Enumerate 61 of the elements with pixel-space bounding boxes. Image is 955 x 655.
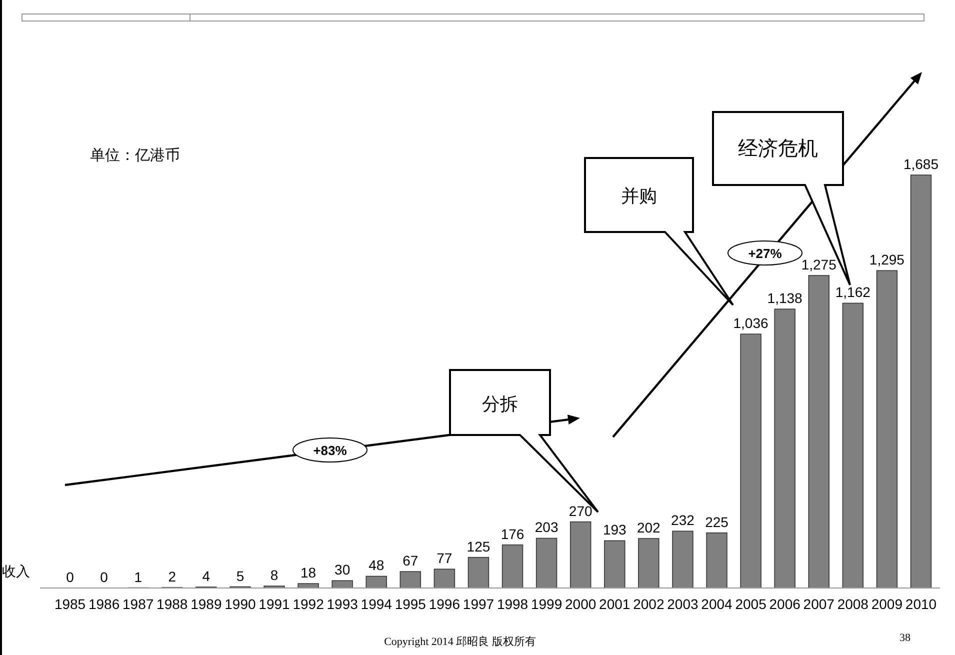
data-label: 232 xyxy=(671,512,695,528)
data-label: 18 xyxy=(300,564,316,581)
x-tick-label: 2007 xyxy=(803,596,835,612)
annotation: +83% xyxy=(313,443,348,458)
data-label: 193 xyxy=(602,522,627,538)
x-tick-label: 2000 xyxy=(565,596,596,612)
x-tick-label: 1989 xyxy=(190,596,222,612)
data-label: 0 xyxy=(66,569,74,585)
data-label: 1,036 xyxy=(733,315,769,332)
x-tick-label: 1988 xyxy=(156,596,188,612)
data-label: 225 xyxy=(705,514,729,530)
x-tick-label: 2010 xyxy=(905,596,937,612)
x-tick-label: 1997 xyxy=(462,596,494,612)
data-label: 67 xyxy=(402,552,418,569)
x-tick-label: 2003 xyxy=(667,596,698,612)
x-tick-label: 2001 xyxy=(599,596,630,612)
data-label: 270 xyxy=(568,502,592,519)
data-label: 1,275 xyxy=(801,256,837,272)
data-label: 4 xyxy=(202,568,210,584)
data-label: 8 xyxy=(270,567,278,584)
x-tick-label: 1993 xyxy=(326,596,358,612)
data-label: 202 xyxy=(636,519,661,536)
x-tick-label: 1994 xyxy=(360,596,392,612)
x-tick-label: 2004 xyxy=(701,596,733,612)
x-tick-label: 1991 xyxy=(258,596,290,612)
data-label: 1,162 xyxy=(835,284,871,300)
x-tick-label: 2008 xyxy=(837,596,869,612)
text: 38 xyxy=(900,632,911,644)
data-label: 1 xyxy=(134,568,142,585)
text: Copyright 2014 邱昭良 版权所有 xyxy=(384,635,536,648)
text: 单位：亿港币 xyxy=(90,146,180,164)
annotation: +27% xyxy=(748,246,782,261)
data-label: 5 xyxy=(236,568,244,584)
x-tick-label: 1986 xyxy=(88,596,120,612)
data-label: 48 xyxy=(368,557,384,574)
x-tick-label: 1995 xyxy=(394,596,426,612)
text: 经济危机 xyxy=(738,136,818,160)
y-axis-title: 收入 xyxy=(2,563,30,579)
x-tick-label: 1999 xyxy=(530,596,562,612)
x-tick-label: 1998 xyxy=(496,596,528,612)
data-label: 77 xyxy=(436,550,452,566)
x-tick-label: 2009 xyxy=(871,596,903,612)
data-label: 2 xyxy=(168,568,176,585)
x-tick-label: 2006 xyxy=(769,596,801,612)
x-tick-label: 1987 xyxy=(122,596,154,612)
data-label: 203 xyxy=(534,519,558,536)
data-label: 0 xyxy=(100,569,108,585)
x-tick-label: 1992 xyxy=(292,596,324,612)
data-label: 30 xyxy=(334,562,350,578)
x-tick-label: 1990 xyxy=(224,596,256,612)
x-tick-label: 2002 xyxy=(633,596,664,612)
data-label: 176 xyxy=(500,526,524,542)
annotation: 分拆 xyxy=(482,394,518,415)
x-tick-label: 1996 xyxy=(428,596,460,612)
x-tick-label: 1985 xyxy=(54,596,86,612)
data-label: 125 xyxy=(466,538,490,554)
x-tick-label: 2005 xyxy=(735,596,767,612)
data-label: 1,685 xyxy=(903,156,939,172)
data-label: 1,138 xyxy=(767,290,803,306)
annotation: 并购 xyxy=(621,186,657,207)
data-label: 1,295 xyxy=(869,252,905,268)
